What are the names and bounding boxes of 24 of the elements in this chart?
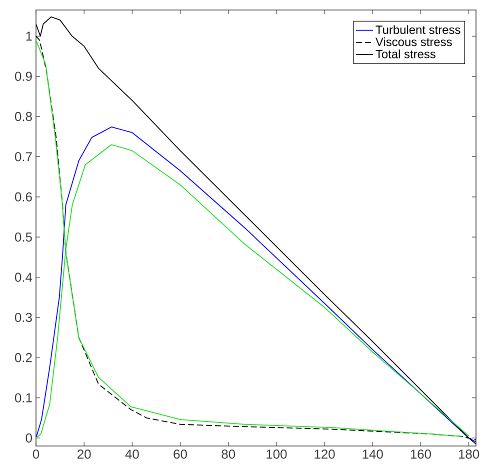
y-tick-label: 1: [26, 32, 32, 41]
y-tick-label: 0.2: [14, 353, 32, 362]
x-tick-label: 60: [174, 450, 187, 459]
x-tick-label: 40: [125, 450, 139, 459]
x-tick-label: 0: [32, 450, 40, 459]
y-tick-label: 0.1: [14, 393, 32, 402]
x-tick-label: 180: [458, 450, 480, 459]
y-tick-label: 0.6: [14, 192, 32, 202]
y-tick-label: 0: [26, 433, 32, 443]
y-tick-label: 0.4: [14, 272, 32, 282]
x-tick-label: 140: [362, 450, 383, 459]
x-tick-label: 100: [266, 450, 287, 459]
legend-label: Turbulent stress: [376, 25, 460, 34]
x-tick-label: 160: [410, 450, 432, 459]
y-tick-label: 0.8: [14, 112, 32, 122]
legend-label: Total stress: [376, 50, 436, 58]
x-tick-label: 120: [314, 450, 335, 459]
y-tick-label: 0.5: [14, 232, 32, 242]
y-tick-label: 0.7: [14, 152, 32, 162]
x-tick-label: 80: [222, 450, 236, 459]
legend-label: Viscous stress: [376, 37, 452, 46]
y-tick-label: 0.3: [14, 312, 32, 322]
y-tick-label: 0.9: [14, 72, 32, 81]
x-tick-label: 20: [78, 450, 91, 459]
